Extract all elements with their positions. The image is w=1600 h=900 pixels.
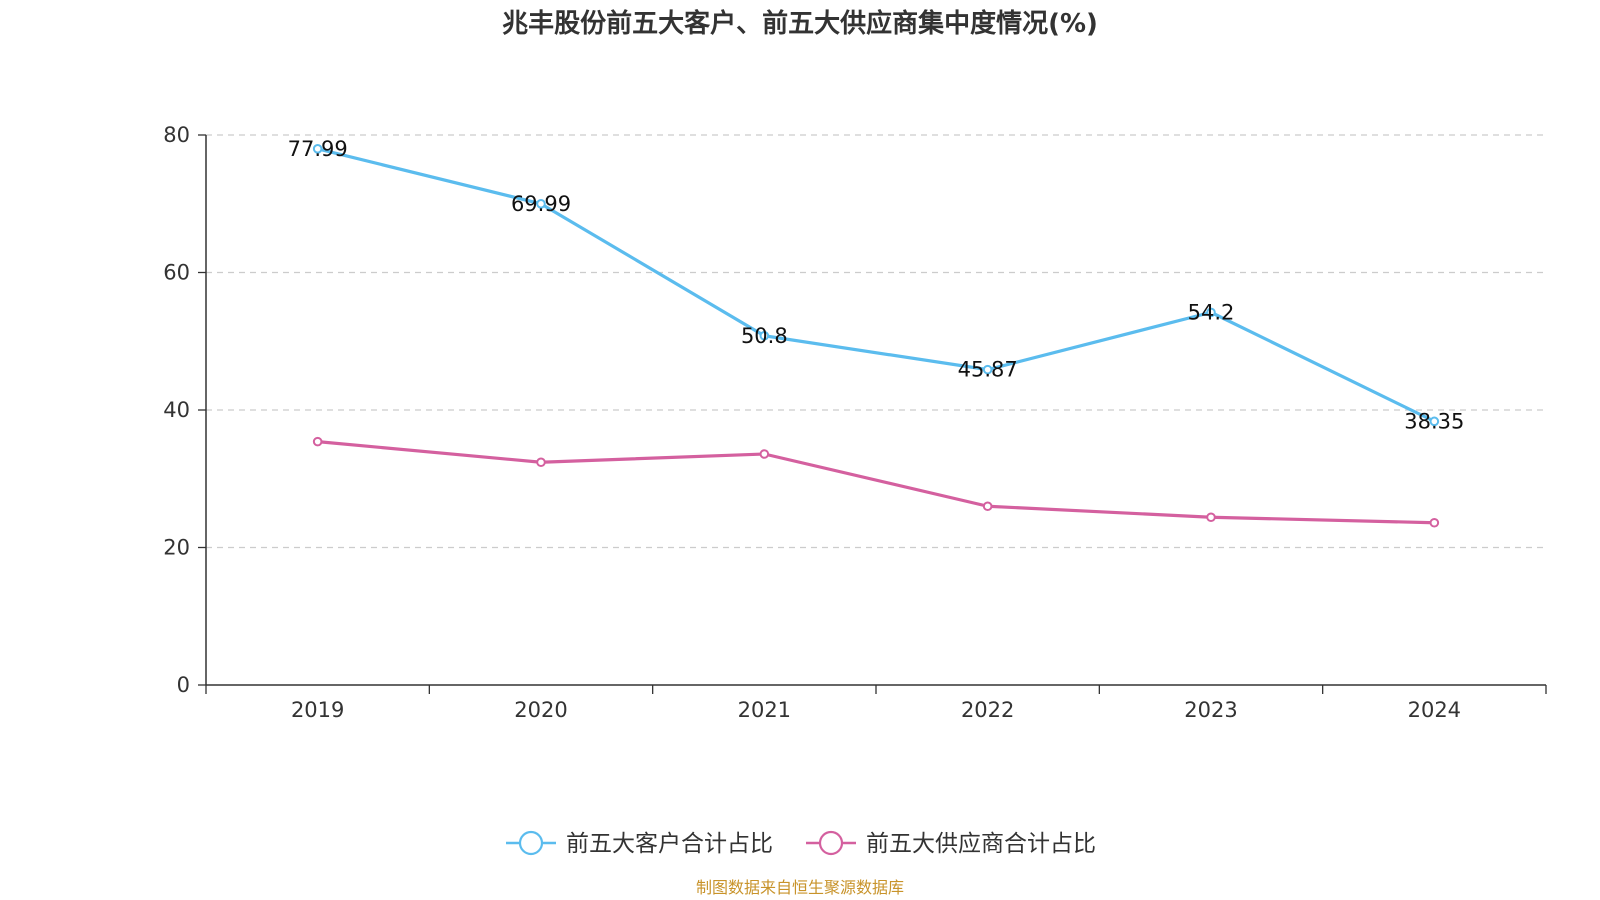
series-2-point bbox=[982, 501, 993, 512]
data-label: 50.8 bbox=[741, 324, 788, 348]
y-tick-label: 40 bbox=[163, 398, 190, 422]
series-1-point bbox=[1429, 416, 1440, 427]
data-label: 77.99 bbox=[288, 137, 348, 161]
x-tick-label: 2023 bbox=[1184, 698, 1237, 722]
source-note: 制图数据来自恒生聚源数据库 bbox=[696, 878, 904, 897]
data-label: 45.87 bbox=[958, 358, 1018, 382]
x-tick-label: 2019 bbox=[291, 698, 344, 722]
x-tick-label: 2022 bbox=[961, 698, 1014, 722]
grid-lines bbox=[206, 134, 1546, 549]
series-line-2 bbox=[317, 440, 1435, 525]
y-tick-label: 0 bbox=[177, 673, 190, 697]
series-layer: 77.99 69.99 50.8 45.87 54.2 38.35 bbox=[288, 137, 1464, 528]
y-tick-label: 60 bbox=[163, 261, 190, 285]
data-label: 54.2 bbox=[1188, 300, 1235, 324]
legend: 前五大客户合计占比 前五大供应商合计占比 bbox=[506, 830, 1096, 857]
series-2-point bbox=[536, 457, 546, 468]
series-1-point bbox=[759, 330, 770, 341]
axes: 0 20 40 60 80 2019 2020 2021 2022 2023 2024 bbox=[163, 123, 1547, 722]
series-2-point bbox=[1206, 512, 1216, 523]
x-tick-label: 2021 bbox=[738, 698, 791, 722]
series-1-point bbox=[536, 199, 546, 209]
legend-label: 前五大客户合计占比 bbox=[566, 831, 773, 857]
series-2-point bbox=[312, 436, 323, 447]
y-tick-label: 80 bbox=[163, 123, 190, 147]
series-1-point bbox=[312, 144, 323, 154]
series-1-point bbox=[1206, 307, 1216, 318]
series-1-point bbox=[982, 364, 993, 375]
series-2-point bbox=[1429, 517, 1440, 528]
y-tick-label: 20 bbox=[163, 536, 190, 560]
x-tick-label: 2020 bbox=[514, 698, 567, 722]
data-label: 69.99 bbox=[511, 192, 571, 216]
chart-title: 兆丰股份前五大客户、前五大供应商集中度情况(%) bbox=[502, 8, 1098, 39]
series-line-1 bbox=[317, 147, 1436, 423]
series-2-point bbox=[759, 449, 770, 459]
x-tick-label: 2024 bbox=[1408, 698, 1461, 722]
legend-marker-icon bbox=[518, 830, 544, 856]
data-label: 38.35 bbox=[1404, 409, 1464, 433]
legend-label: 前五大供应商合计占比 bbox=[866, 831, 1096, 857]
legend-marker-icon bbox=[818, 830, 844, 856]
